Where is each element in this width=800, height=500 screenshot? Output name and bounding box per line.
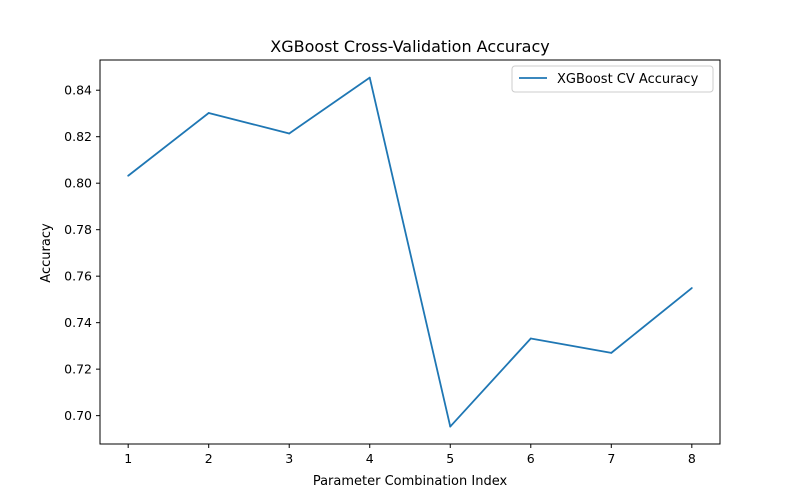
x-tick-label: 4 [366, 451, 374, 466]
data-point [288, 132, 291, 135]
series-layer [127, 76, 693, 428]
data-point [368, 76, 371, 79]
x-tick-label: 7 [607, 451, 615, 466]
y-tick-label: 0.76 [64, 269, 92, 284]
data-point [690, 287, 693, 289]
x-tick-label: 3 [285, 451, 293, 466]
legend-box [511, 65, 714, 93]
x-axis: 1 2 3 4 5 6 7 8 [124, 444, 696, 466]
x-axis-label: Parameter Combination Index [313, 474, 508, 489]
legend-label: XGBoost CV Accuracy [557, 72, 699, 87]
y-tick-label: 0.74 [64, 315, 92, 330]
y-tick-label: 0.80 [64, 176, 92, 191]
x-tick-label: 1 [124, 451, 132, 466]
data-point [207, 112, 210, 114]
x-tick-label: 8 [688, 451, 696, 466]
legend: XGBoost CV Accuracy [511, 65, 714, 93]
data-point [127, 174, 130, 177]
chart-title: XGBoost Cross-Validation Accuracy [270, 37, 549, 56]
x-tick-label: 5 [446, 451, 454, 466]
y-tick-label: 0.78 [64, 222, 92, 237]
y-tick-label: 0.70 [64, 408, 92, 423]
y-tick-label: 0.82 [64, 129, 92, 144]
data-point [449, 425, 452, 428]
y-axis-label: Accuracy [39, 223, 54, 283]
x-tick-label: 6 [527, 451, 535, 466]
plot-area [99, 59, 721, 445]
y-tick-label: 0.72 [64, 362, 92, 377]
data-point [529, 337, 532, 340]
x-tick-label: 2 [205, 451, 213, 466]
y-tick-label: 0.84 [64, 83, 92, 98]
y-axis: 0.70 0.72 0.74 0.76 0.78 0.80 0.82 0.84 [64, 83, 100, 423]
data-point [610, 351, 613, 354]
plot-frame [99, 59, 721, 445]
series-line-0 [127, 76, 693, 428]
